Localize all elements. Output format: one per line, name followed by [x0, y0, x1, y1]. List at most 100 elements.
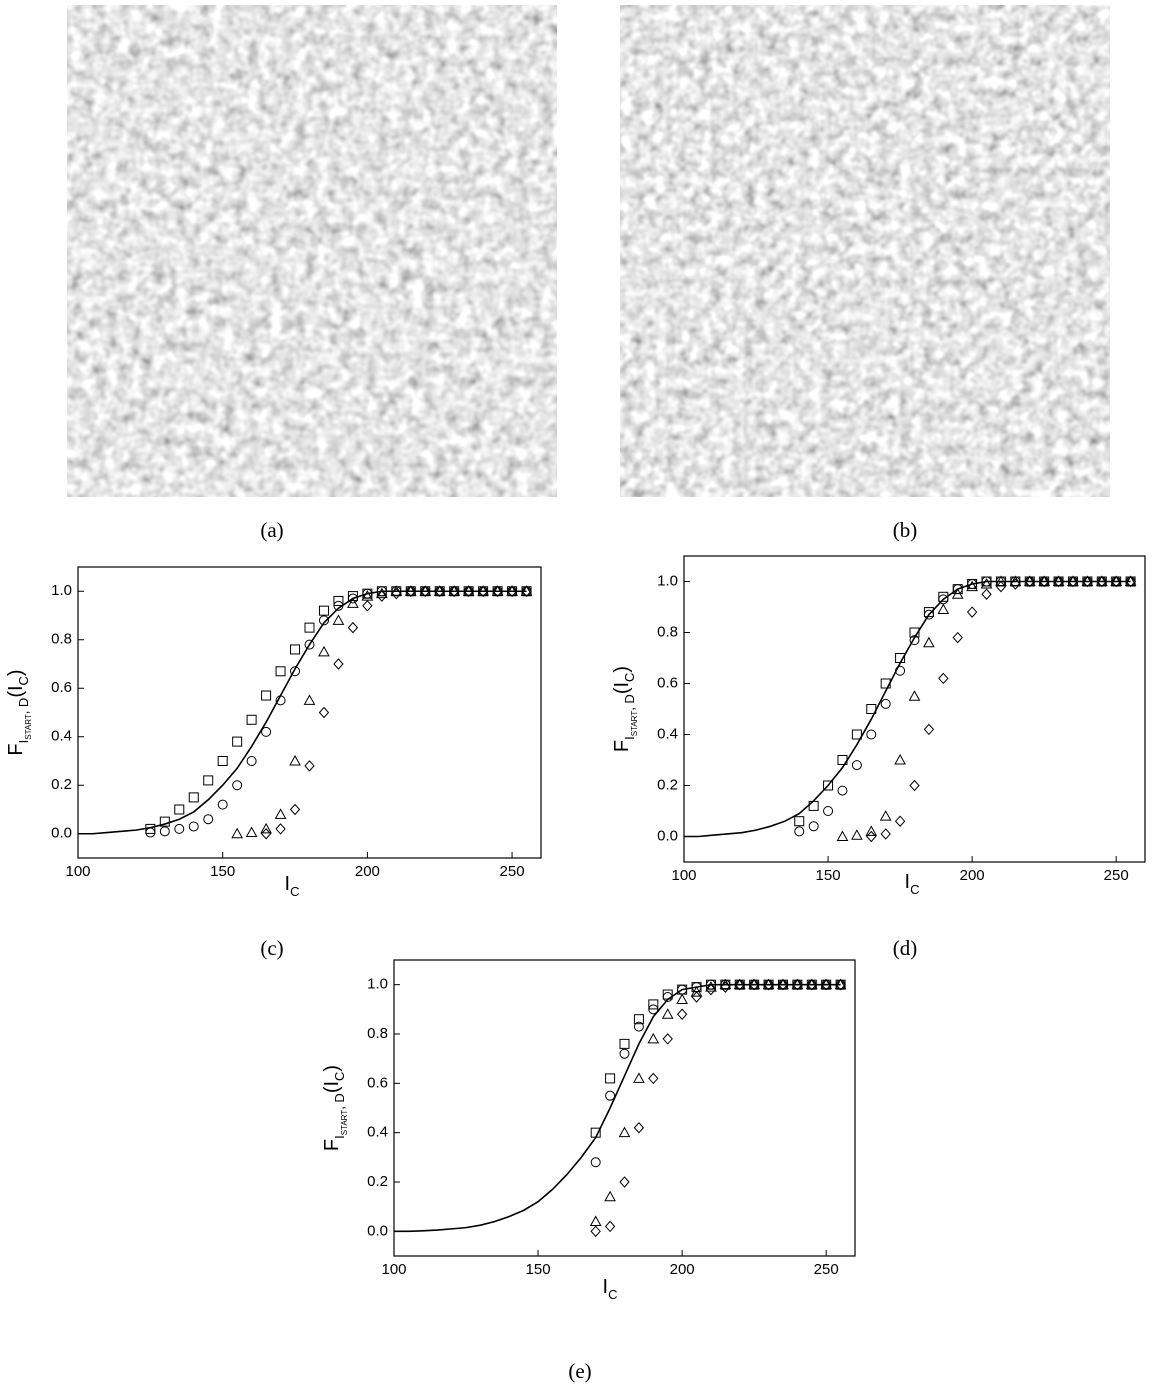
- x-tick-label: 250: [500, 863, 525, 880]
- diamond-marker: [304, 760, 315, 772]
- x-tick-label: 150: [210, 863, 235, 880]
- y-axis-label: FISTART, D(IC): [611, 666, 639, 752]
- diamond-marker: [604, 1220, 616, 1233]
- x-axis-label: IC: [603, 1276, 618, 1302]
- circle-marker: [648, 1004, 659, 1015]
- x-label-part: C: [290, 884, 299, 899]
- diamond-marker: [477, 585, 489, 597]
- y-tick-label: 1.0: [51, 582, 72, 599]
- circle-marker: [333, 600, 344, 611]
- square-marker: [823, 780, 834, 791]
- circle-marker: [823, 806, 834, 816]
- caption: (d): [893, 936, 918, 960]
- square-marker: [174, 804, 185, 815]
- diamond-marker: [260, 828, 272, 840]
- x-label-part: I: [603, 1276, 609, 1298]
- triangle-marker: [260, 822, 272, 834]
- triangle-marker: [274, 808, 287, 819]
- diamond-marker: [347, 621, 359, 634]
- y-tick-label: 0.0: [367, 1222, 388, 1239]
- diamond-marker: [1053, 575, 1064, 588]
- square-marker: [619, 1038, 630, 1049]
- circle-marker: [981, 576, 992, 587]
- triangle-marker: [1124, 575, 1137, 586]
- circle-marker: [261, 726, 272, 737]
- diamond-marker: [966, 606, 978, 618]
- y-label-part: C: [622, 673, 637, 682]
- circle-marker: [808, 821, 819, 832]
- diamond-marker: [676, 1008, 688, 1021]
- diamond-marker: [362, 600, 373, 612]
- circle-marker: [923, 609, 934, 620]
- y-tick-label: 0.4: [657, 725, 678, 742]
- circle-marker: [246, 756, 257, 766]
- square-marker: [318, 605, 329, 616]
- y-tick-label: 1.0: [367, 976, 388, 993]
- y-label-part: C: [16, 676, 31, 685]
- circle-marker: [232, 780, 243, 791]
- circle-marker: [347, 593, 358, 604]
- circle-marker: [590, 1157, 601, 1168]
- circle-marker: [145, 827, 156, 838]
- diamond-marker: [705, 983, 717, 996]
- x-label-part: I: [285, 873, 291, 895]
- circle-marker: [837, 785, 848, 796]
- triangle-marker: [245, 826, 258, 838]
- triangle-marker: [1081, 575, 1094, 586]
- square-marker: [866, 704, 877, 714]
- diamond-marker: [1096, 575, 1107, 588]
- triangle-marker: [966, 580, 978, 592]
- circle-marker: [866, 729, 877, 740]
- triangle-marker: [894, 753, 906, 765]
- square-marker: [808, 800, 819, 811]
- y-tick-label: 0.6: [367, 1074, 388, 1091]
- triangle-marker: [404, 585, 417, 596]
- triangle-marker: [791, 978, 804, 990]
- caption: (e): [568, 1359, 591, 1383]
- circle-marker: [967, 579, 978, 590]
- diamond-marker: [463, 585, 474, 597]
- triangle-marker: [520, 585, 533, 596]
- y-label-part: , D: [332, 1093, 347, 1110]
- square-marker: [605, 1073, 616, 1084]
- diamond-marker: [691, 991, 702, 1003]
- circle-marker: [619, 1048, 630, 1059]
- caption: (b): [893, 518, 918, 542]
- triangle-marker: [836, 830, 849, 841]
- curve: [78, 590, 527, 835]
- y-label-part: ): [321, 1065, 343, 1072]
- plot-frame: [683, 555, 1146, 863]
- diamond-marker: [938, 672, 949, 685]
- y-label-part: , D: [16, 698, 31, 715]
- diamond-marker: [1111, 575, 1122, 588]
- circle-marker: [362, 588, 373, 599]
- x-tick-label: 200: [355, 863, 380, 880]
- caption: (a): [260, 518, 283, 542]
- diamond-marker: [995, 580, 1007, 593]
- diamond-marker: [835, 978, 846, 991]
- x-tick-label: 100: [65, 863, 90, 880]
- x-axis-label: IC: [285, 873, 300, 899]
- diamond-marker: [391, 587, 402, 600]
- triangle-marker: [332, 614, 345, 625]
- triangle-marker: [477, 585, 489, 596]
- x-label-part: C: [608, 1287, 617, 1302]
- triangle-marker: [1110, 575, 1123, 586]
- diamond-marker: [734, 978, 745, 991]
- square-marker: [304, 622, 315, 633]
- y-label-part: C: [332, 1072, 347, 1081]
- diamond-marker: [1010, 578, 1021, 590]
- y-label-part: (I: [611, 682, 633, 694]
- triangle-marker: [1052, 575, 1065, 586]
- circle-marker: [880, 698, 891, 709]
- y-label-part: START: [340, 1110, 349, 1136]
- diamond-marker: [720, 981, 731, 993]
- x-tick-label: 250: [814, 1261, 839, 1278]
- diamond-marker: [777, 978, 789, 991]
- y-tick-label: 0.6: [51, 679, 72, 696]
- triangle-marker: [851, 829, 863, 840]
- diamond-marker: [763, 978, 774, 991]
- diamond-marker: [806, 978, 817, 991]
- diamond-marker: [880, 828, 891, 840]
- triangle-marker: [462, 585, 475, 596]
